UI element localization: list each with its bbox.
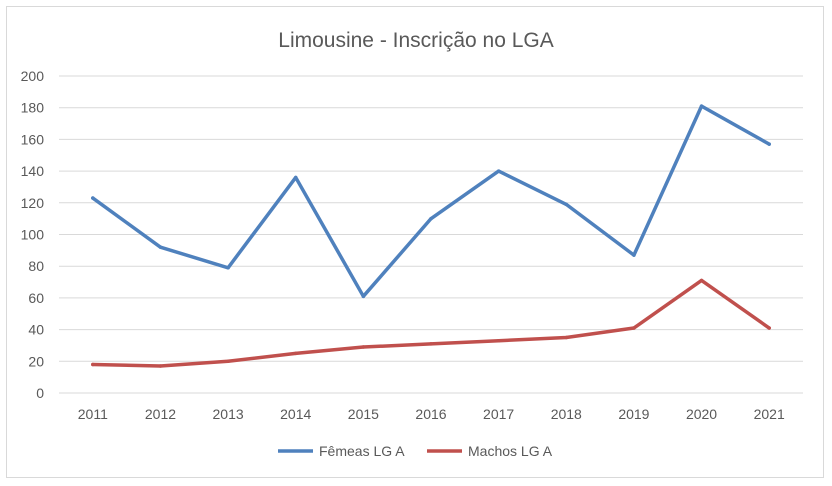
y-tick-label: 200 (21, 68, 45, 84)
data-point (91, 362, 95, 367)
x-tick-label: 2021 (754, 406, 785, 422)
data-point (361, 345, 366, 349)
data-point (767, 326, 771, 330)
data-point (226, 266, 230, 270)
data-point (158, 364, 163, 368)
legend-label: Fêmeas LG A (319, 443, 405, 459)
data-point (293, 175, 298, 180)
x-tick-label: 2019 (618, 406, 649, 422)
y-tick-label: 0 (36, 385, 44, 401)
x-tick-label: 2017 (483, 406, 514, 422)
legend-label: Machos LG A (468, 443, 553, 459)
y-tick-label: 180 (21, 100, 45, 116)
data-point (632, 326, 636, 330)
data-point (429, 342, 433, 346)
data-point (361, 294, 366, 299)
series-lines (91, 104, 771, 368)
y-tick-label: 20 (28, 353, 44, 369)
chart-frame (6, 6, 824, 478)
series-line-2 (91, 278, 771, 368)
data-point (158, 245, 163, 249)
legend: Fêmeas LG A Machos LG A (278, 443, 553, 459)
x-tick-label: 2011 (78, 406, 108, 422)
data-point (496, 338, 501, 343)
x-tick-label: 2016 (415, 406, 446, 422)
chart-title: Limousine - Inscrição no LGA (278, 29, 553, 52)
x-tick-label: 2020 (686, 406, 717, 422)
series-line-1 (91, 104, 771, 299)
data-point (226, 359, 230, 364)
data-point (293, 351, 298, 356)
y-tick-label: 40 (28, 322, 44, 338)
y-axis-ticks: 0 20 40 60 80 100 120 140 160 180 200 (21, 68, 45, 401)
data-point (564, 335, 569, 340)
x-tick-label: 2013 (213, 406, 244, 422)
y-tick-label: 160 (21, 131, 45, 147)
data-point (699, 278, 704, 283)
y-tick-label: 120 (21, 195, 45, 211)
data-point (564, 202, 569, 207)
x-axis-ticks: 2011 2012 2013 2014 2015 2016 2017 2018 2019 2020… (78, 406, 785, 422)
y-tick-label: 140 (21, 163, 45, 179)
data-point (699, 104, 704, 108)
x-tick-label: 2015 (348, 406, 379, 422)
data-point (429, 216, 433, 221)
data-point (496, 169, 501, 173)
x-tick-label: 2014 (280, 406, 311, 422)
y-tick-label: 60 (28, 290, 44, 306)
data-point (767, 142, 771, 146)
x-tick-label: 2012 (145, 406, 176, 422)
y-tick-label: 80 (28, 258, 44, 274)
y-tick-label: 100 (21, 227, 45, 243)
x-tick-label: 2018 (551, 406, 582, 422)
data-point (91, 196, 95, 200)
gridlines (59, 75, 803, 394)
data-point (632, 253, 636, 257)
